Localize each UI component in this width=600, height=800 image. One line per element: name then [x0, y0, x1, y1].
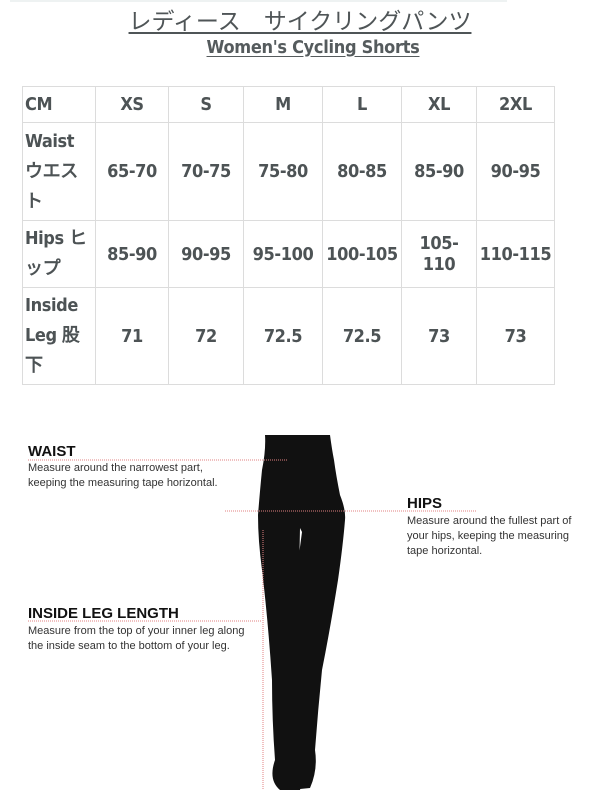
- size-chart-table: CM XS S M L XL 2XL Waist ウエスト 65-70 70-7…: [22, 86, 555, 385]
- table-cell: 72: [168, 287, 244, 385]
- page-title-jp: レディース サイクリングパンツ: [128, 9, 472, 35]
- table-cell: 105-110: [401, 220, 477, 288]
- header-cell: M: [243, 86, 323, 123]
- table-row: Waist ウエスト 65-70 70-75 75-80 80-85 85-90…: [22, 122, 555, 221]
- header-cell: L: [322, 86, 402, 123]
- header-cell: XL: [401, 86, 477, 123]
- header-cell: CM: [22, 86, 96, 123]
- table-cell: 71: [95, 287, 169, 385]
- row-label: Inside Leg 股下: [22, 287, 96, 385]
- header-cell: XS: [95, 86, 169, 123]
- table-cell: 90-95: [168, 220, 244, 288]
- table-cell: 95-100: [243, 220, 323, 288]
- waist-heading: WAIST: [28, 443, 76, 460]
- header-cell: S: [168, 86, 244, 123]
- top-divider: [10, 0, 507, 2]
- hips-description: Measure around the fullest part of your …: [407, 515, 572, 557]
- inside-leg-heading: INSIDE LEG LENGTH: [28, 605, 179, 622]
- table-cell: 100-105: [322, 220, 402, 288]
- measurement-guide: WAIST Measure around the narrowest part,…: [0, 420, 600, 800]
- table-cell: 70-75: [168, 122, 244, 221]
- table-cell: 80-85: [322, 122, 402, 221]
- table-cell: 73: [401, 287, 477, 385]
- table-cell: 73: [476, 287, 555, 385]
- inside-leg-description: Measure from the top of your inner leg a…: [28, 625, 245, 652]
- table-cell: 90-95: [476, 122, 555, 221]
- table-header-row: CM XS S M L XL 2XL: [22, 86, 555, 123]
- header-cell: 2XL: [476, 86, 555, 123]
- row-label: Waist ウエスト: [22, 122, 96, 221]
- table-cell: 75-80: [243, 122, 323, 221]
- table-cell: 72.5: [322, 287, 402, 385]
- table-cell: 72.5: [243, 287, 323, 385]
- table-cell: 110-115: [476, 220, 555, 288]
- table-cell: 85-90: [401, 122, 477, 221]
- table-row: Hips ヒップ 85-90 90-95 95-100 100-105 105-…: [22, 220, 555, 288]
- hips-heading: HIPS: [407, 495, 443, 512]
- page-title-en: Women's Cycling Shorts: [206, 37, 420, 58]
- waist-description: Measure around the narrowest part, keepi…: [28, 462, 218, 489]
- silhouette-figure: [28, 435, 476, 790]
- body-silhouette: [258, 435, 346, 790]
- table-cell: 65-70: [95, 122, 169, 221]
- table-cell: 85-90: [95, 220, 169, 288]
- row-label: Hips ヒップ: [22, 220, 96, 288]
- table-row: Inside Leg 股下 71 72 72.5 72.5 73 73: [22, 287, 555, 385]
